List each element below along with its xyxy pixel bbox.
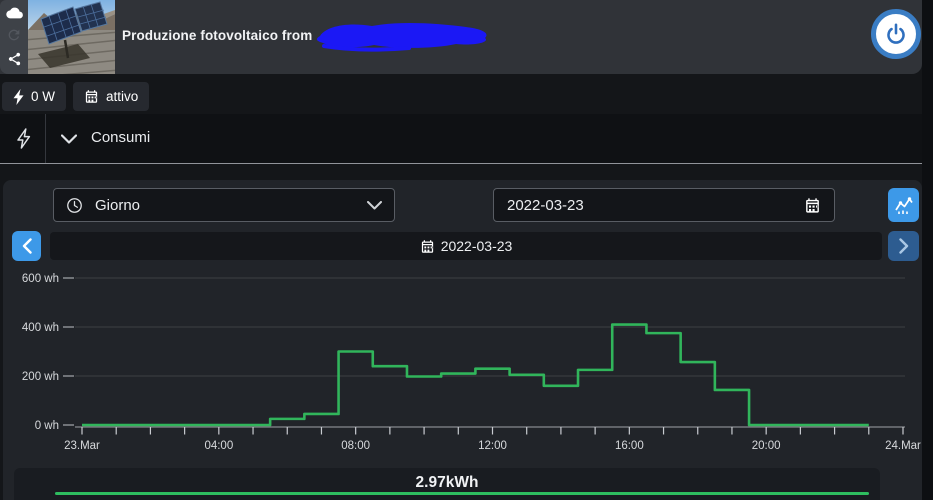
current-date-label: 2022-03-23 — [440, 238, 513, 254]
chart-view-button[interactable] — [888, 188, 919, 222]
section-label: Consumi — [91, 129, 151, 146]
calendar-icon — [421, 239, 433, 253]
svg-text:400 wh: 400 wh — [22, 322, 59, 334]
svg-text:04:00: 04:00 — [204, 440, 233, 452]
svg-text:24.Mar: 24.Mar — [885, 440, 921, 452]
page-title: Produzione fotovoltaico from — [122, 28, 313, 43]
chart-panel: Giorno 2022-03-23 — [3, 180, 922, 500]
daily-total-bar — [55, 492, 869, 495]
period-select[interactable]: Giorno — [53, 188, 395, 222]
svg-text:23.Mar: 23.Mar — [64, 440, 100, 452]
period-select-value: Giorno — [95, 196, 141, 214]
section-row-consumi[interactable]: Consumi — [0, 114, 922, 164]
redaction-blob — [316, 23, 487, 48]
lightning-bolt-icon — [13, 88, 24, 105]
header-bar: Produzione fotovoltaico from — [0, 0, 922, 74]
redaction-scribble — [316, 23, 487, 52]
calendar-icon[interactable] — [804, 197, 821, 214]
calendar-icon — [85, 90, 98, 103]
status-badges-row: 0 W attivo — [2, 82, 150, 111]
svg-text:20:00: 20:00 — [752, 440, 781, 452]
entity-thumbnail-photo[interactable] — [28, 0, 115, 74]
current-date-banner: 2022-03-23 — [50, 232, 882, 260]
date-input-value: 2022-03-23 — [507, 196, 584, 214]
chevron-down-icon[interactable] — [61, 134, 77, 144]
production-chart[interactable]: 0 wh 200 wh 400 wh 600 wh 23.Mar 04:00 08:00 12… — [3, 270, 922, 462]
vertical-scrollbar[interactable] — [922, 0, 933, 500]
daily-total-card: 2.97kWh — [14, 468, 880, 500]
chart-line-icon — [894, 197, 913, 214]
lightning-bolt-outline-icon — [17, 128, 31, 149]
date-input[interactable]: 2022-03-23 — [493, 188, 835, 222]
svg-text:0 wh: 0 wh — [35, 420, 59, 432]
power-badge-value: 0 W — [31, 89, 56, 104]
status-badge-value: attivo — [106, 89, 139, 104]
chevron-down-icon — [367, 200, 382, 209]
cloud-icon[interactable] — [5, 7, 23, 19]
power-icon — [887, 23, 905, 44]
power-button[interactable] — [871, 9, 921, 59]
header-icon-column — [0, 0, 28, 74]
svg-text:16:00: 16:00 — [615, 440, 644, 452]
chevron-left-icon — [22, 238, 32, 254]
share-icon[interactable] — [7, 51, 22, 67]
previous-day-button[interactable] — [12, 231, 41, 261]
status-badge[interactable]: attivo — [73, 82, 150, 111]
chevron-right-icon — [898, 238, 908, 254]
svg-text:200 wh: 200 wh — [22, 371, 59, 383]
clock-icon — [67, 197, 82, 213]
daily-total-value: 2.97kWh — [415, 474, 479, 491]
svg-text:08:00: 08:00 — [341, 440, 370, 452]
section-divider — [45, 114, 46, 163]
next-day-button[interactable] — [888, 231, 919, 261]
svg-text:12:00: 12:00 — [478, 440, 507, 452]
refresh-icon[interactable] — [6, 27, 22, 43]
power-badge[interactable]: 0 W — [2, 82, 67, 111]
svg-text:600 wh: 600 wh — [22, 273, 59, 285]
